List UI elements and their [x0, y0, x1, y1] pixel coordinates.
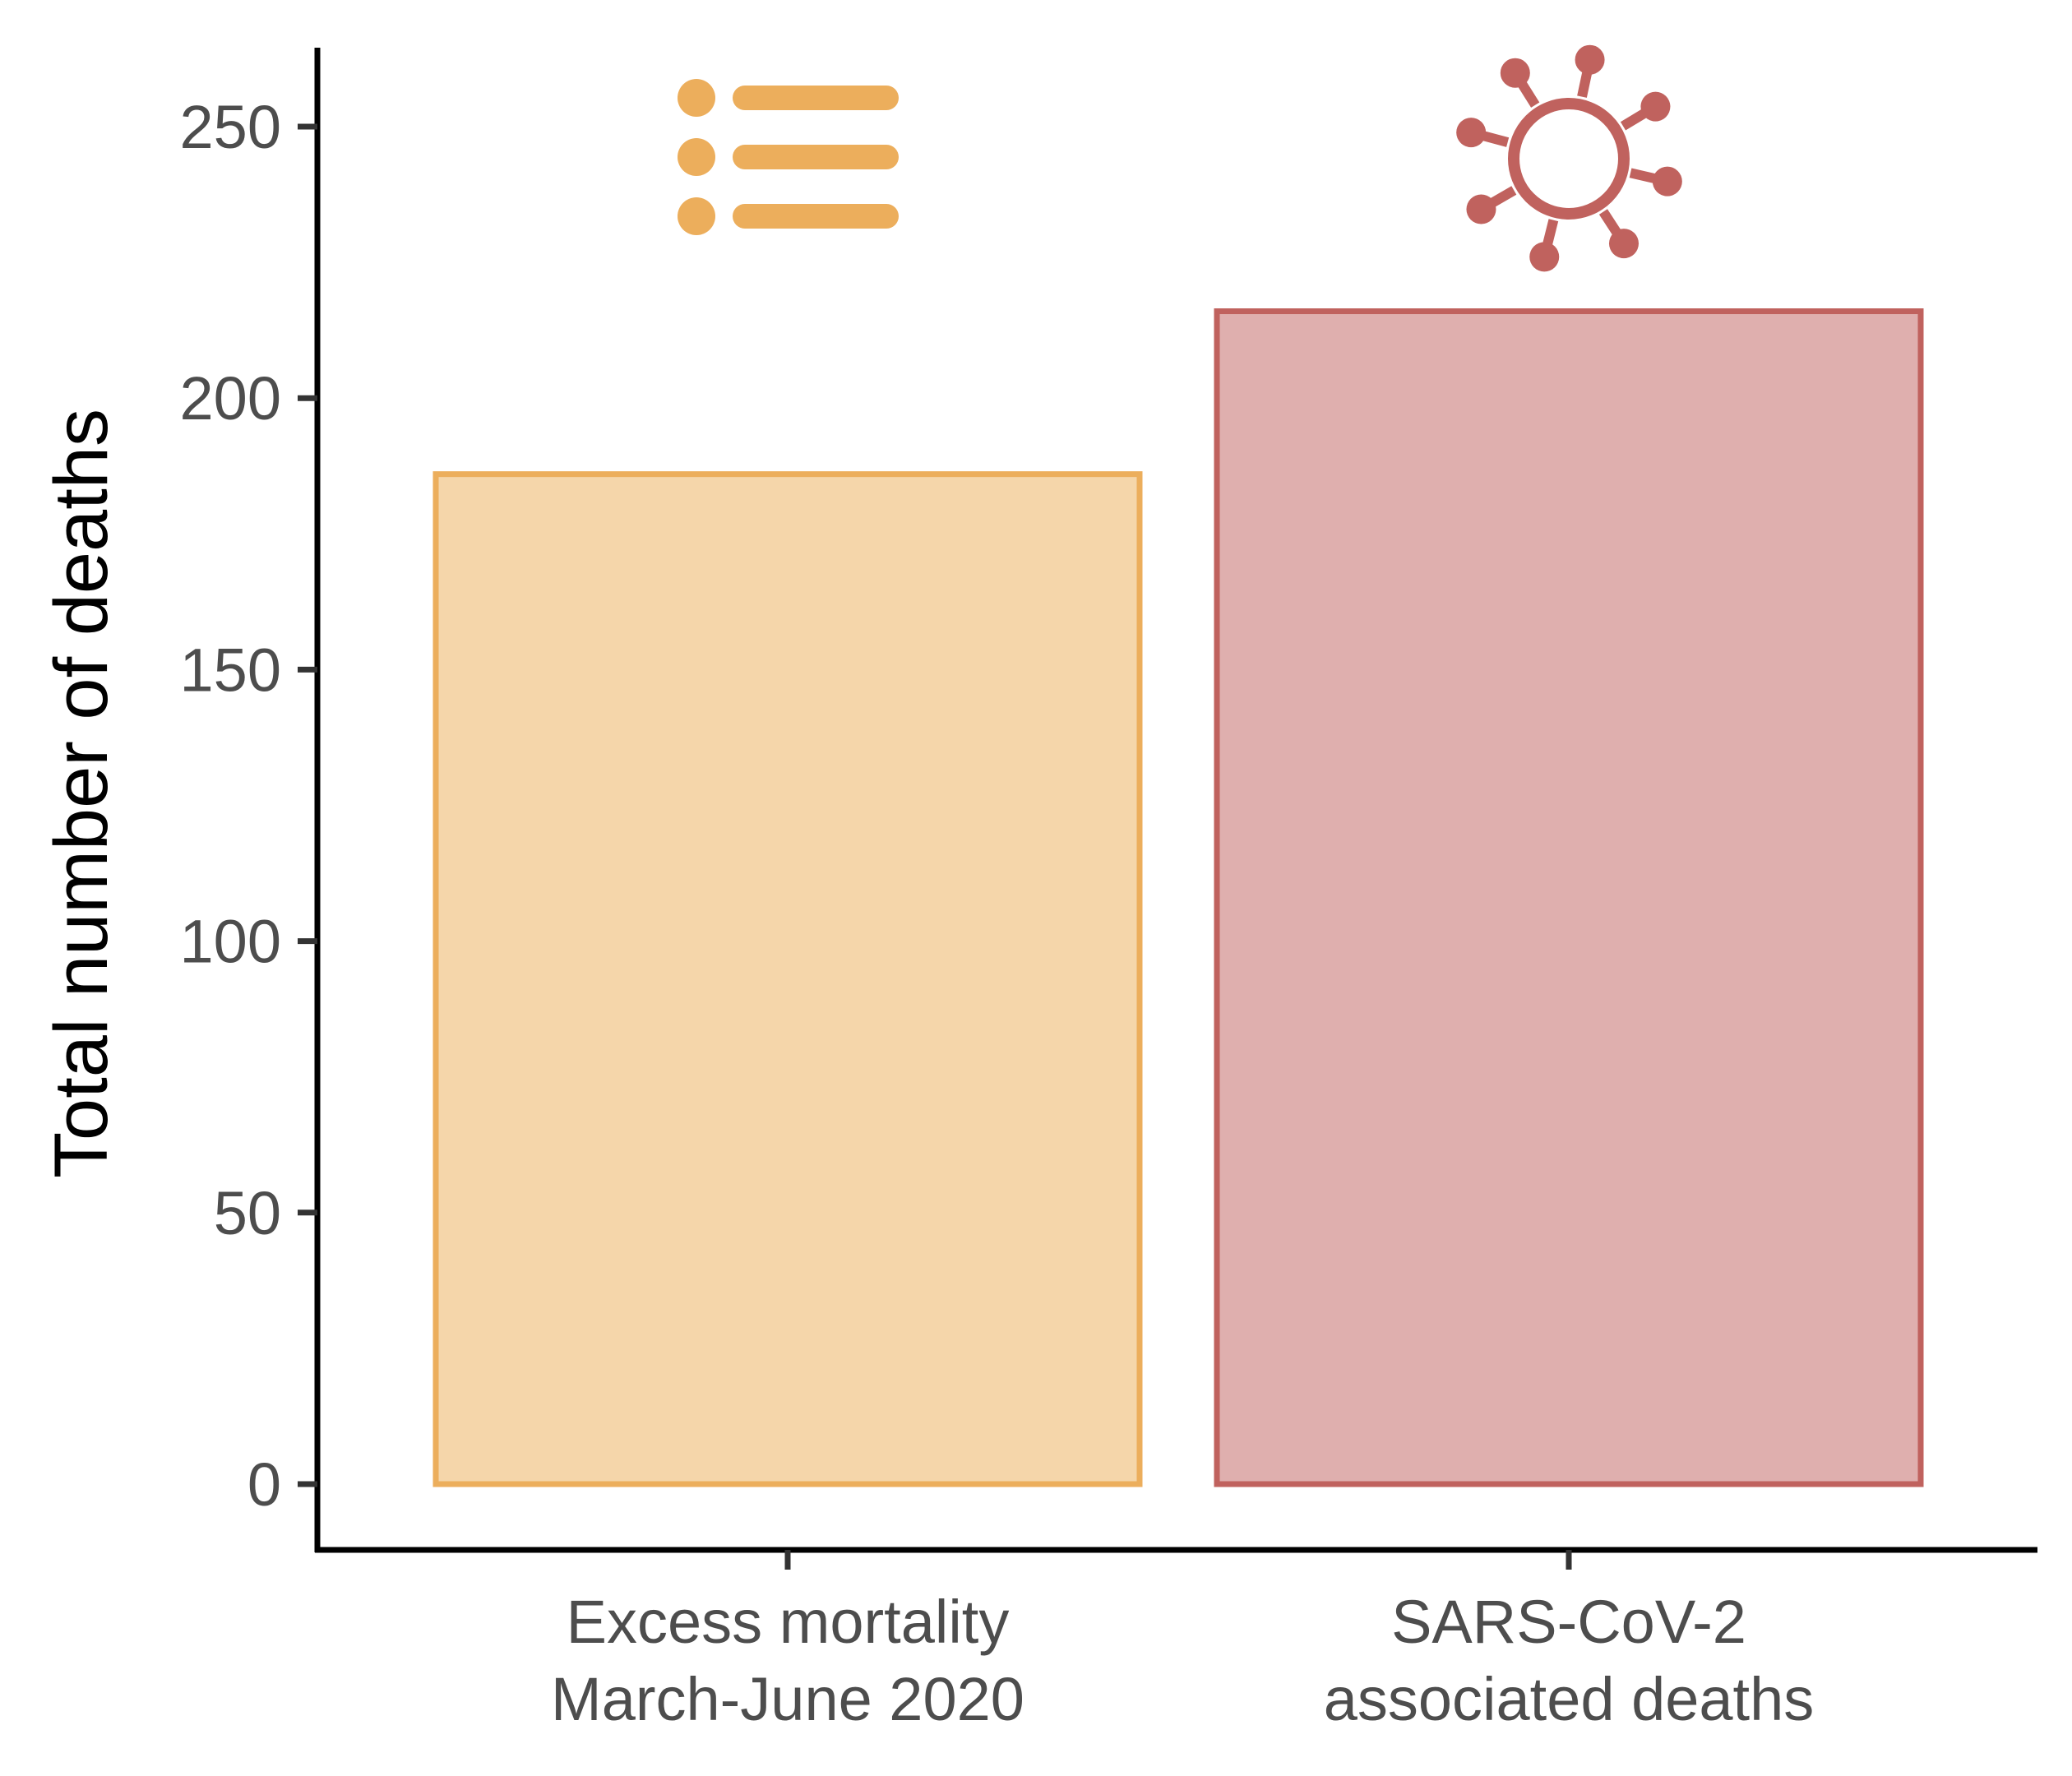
y-tick-label: 0 — [247, 1450, 281, 1519]
bars-group — [432, 308, 1924, 1487]
bar-sars-cov-2-deaths — [1214, 308, 1924, 1487]
virus-spike-knob — [1466, 194, 1496, 224]
x-ticks: Excess mortality March-June 2020 SARS-Co… — [551, 1550, 1814, 1733]
y-tick-label: 250 — [180, 93, 281, 161]
y-tick-label: 50 — [214, 1179, 281, 1247]
virus-spike-knob — [1652, 166, 1682, 197]
virus-body — [1508, 98, 1630, 220]
virus-icon — [1456, 44, 1682, 272]
virus-spike-knob — [1575, 44, 1605, 75]
x-label-excess-line2: March-June 2020 — [551, 1665, 1024, 1733]
virus-spike-knob — [1456, 118, 1487, 148]
virus-spike-knob — [1640, 91, 1671, 122]
x-label-sars-line2: associated deaths — [1324, 1665, 1815, 1733]
y-ticks: 0 50 100 150 200 250 — [180, 93, 317, 1519]
x-label-excess-line1: Excess mortality — [567, 1588, 1010, 1656]
virus-spike-knob — [1608, 229, 1639, 259]
virus-spike-knob — [1529, 242, 1560, 272]
list-icon — [678, 79, 899, 235]
x-label-sars-line1: SARS-CoV-2 — [1391, 1588, 1746, 1656]
y-tick-label: 200 — [180, 364, 281, 432]
y-tick-label: 150 — [180, 636, 281, 704]
y-tick-label: 100 — [180, 908, 281, 976]
y-axis-title: Total number of deaths — [39, 409, 123, 1178]
virus-spike-knob — [1500, 58, 1530, 88]
bar-excess-mortality — [432, 471, 1143, 1487]
